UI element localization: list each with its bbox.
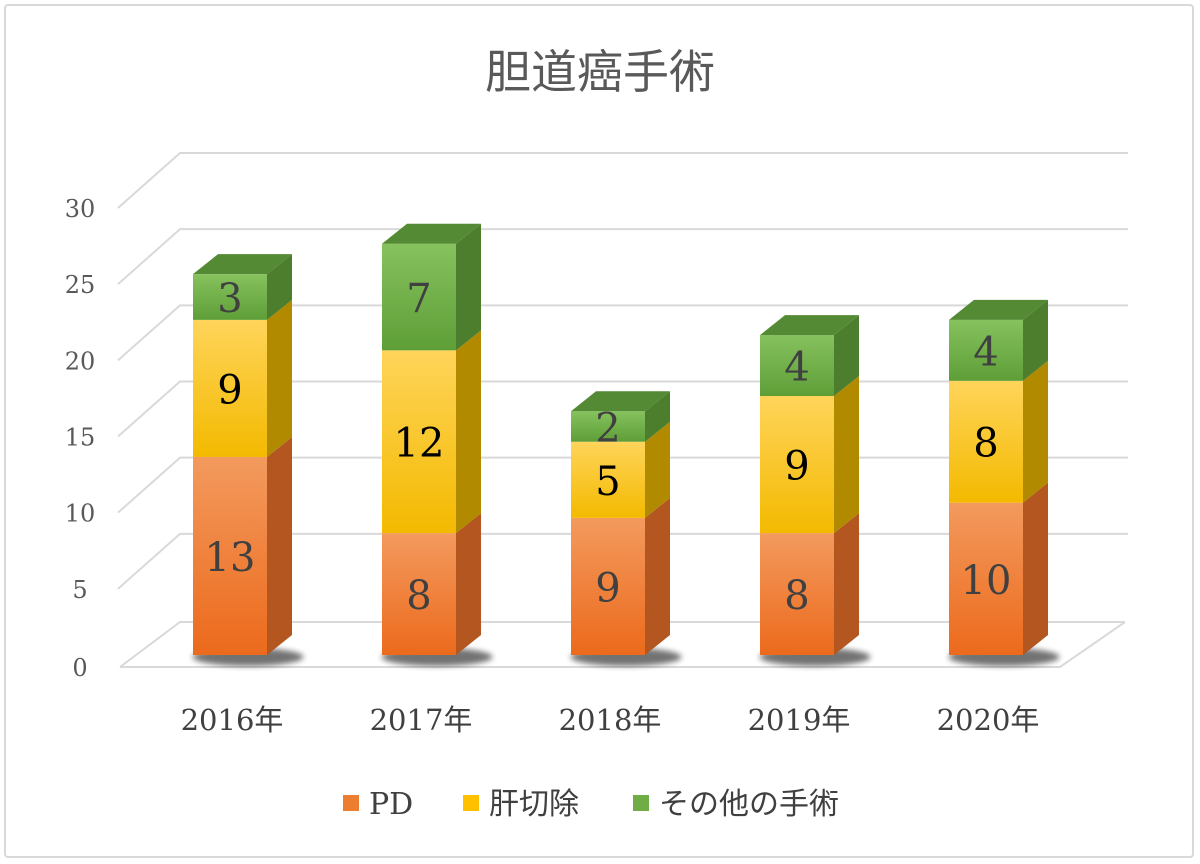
gridline xyxy=(117,228,1128,285)
bar-segment-side xyxy=(456,223,481,351)
y-tick-label: 30 xyxy=(65,195,96,223)
bar-segment xyxy=(571,517,645,655)
x-axis: 2016年 2017年 2018年 2019年 2020年 xyxy=(181,703,1040,737)
y-tick-label: 0 xyxy=(72,654,87,682)
data-label: 9 xyxy=(784,444,809,490)
gridline xyxy=(117,152,1128,209)
bar-top xyxy=(949,299,1048,320)
bar-segment xyxy=(760,396,834,534)
x-tick-label: 2019年 xyxy=(748,703,851,737)
bars: 13 9 3 8 12 7 9 5 2 8 9 4 10 8 4 xyxy=(192,223,1060,666)
bar-top xyxy=(571,391,670,412)
bar-segment-side xyxy=(1023,482,1048,655)
data-label: 10 xyxy=(961,558,1012,604)
bar-segment-side xyxy=(1023,299,1048,381)
bar-segment xyxy=(193,456,267,655)
x-tick-label: 2020年 xyxy=(937,703,1040,737)
data-label: 12 xyxy=(394,421,445,467)
y-tick-label: 10 xyxy=(65,500,96,528)
bar-segment xyxy=(193,319,267,457)
gridlines xyxy=(117,152,1128,668)
bar-segment-side xyxy=(1023,360,1048,503)
bar-segment-side xyxy=(456,330,481,534)
data-label: 4 xyxy=(784,345,809,391)
legend-swatch xyxy=(463,795,479,811)
y-tick-label: 5 xyxy=(72,576,87,604)
bar-stack: 9 5 2 xyxy=(570,391,682,666)
bar-segment xyxy=(382,533,456,655)
legend-item: 肝切除 xyxy=(463,787,579,822)
y-tick-label: 25 xyxy=(65,271,96,299)
data-label: 2 xyxy=(595,406,620,452)
y-tick-label: 15 xyxy=(65,424,96,452)
data-label: 8 xyxy=(406,573,431,619)
data-label: 7 xyxy=(406,276,431,322)
bar-segment-side xyxy=(267,254,292,320)
bar-stack: 10 8 4 xyxy=(948,299,1060,666)
data-label: 3 xyxy=(217,276,242,322)
bar-segment xyxy=(949,380,1023,503)
data-label: 4 xyxy=(973,329,998,375)
bar-top xyxy=(193,254,292,275)
data-label: 13 xyxy=(205,535,256,581)
bar-segment-side xyxy=(834,513,859,655)
data-label: 8 xyxy=(973,421,998,467)
legend: PD 肝切除 その他の手術 xyxy=(343,787,839,822)
legend-swatch xyxy=(343,795,359,811)
data-label: 9 xyxy=(217,367,242,413)
bar-segment xyxy=(949,502,1023,655)
chart-title: 胆道癌手術 xyxy=(485,45,715,99)
bar-segment-side xyxy=(834,315,859,397)
legend-label: その他の手術 xyxy=(659,787,839,822)
bar-segment-side xyxy=(834,376,859,534)
data-label: 9 xyxy=(595,565,620,611)
gridline xyxy=(117,304,1128,362)
bar-segment xyxy=(949,319,1023,381)
bar-segment-side xyxy=(267,299,292,457)
bar-segment-side xyxy=(645,497,670,655)
bar-stack: 8 9 4 xyxy=(759,315,871,666)
legend-item: その他の手術 xyxy=(633,787,839,822)
x-tick-label: 2018年 xyxy=(559,703,662,737)
data-label: 5 xyxy=(595,459,620,505)
legend-item: PD xyxy=(343,787,413,822)
bar-segment xyxy=(760,533,834,655)
bar-segment-side xyxy=(456,513,481,655)
bar-segment xyxy=(382,243,456,351)
y-tick-label: 20 xyxy=(65,347,96,375)
bar-segment xyxy=(571,441,645,518)
bar-segment xyxy=(193,274,267,320)
bar-segment-side xyxy=(645,421,670,518)
y-axis: 0 5 10 15 20 25 30 xyxy=(65,195,96,682)
bar-segment-side xyxy=(267,436,292,655)
data-label: 8 xyxy=(784,573,809,619)
legend-label: PD xyxy=(369,787,413,822)
legend-label: 肝切除 xyxy=(489,787,579,822)
bar-top xyxy=(382,223,481,244)
legend-swatch xyxy=(633,795,649,811)
bar-segment xyxy=(571,411,645,442)
bar-stack: 8 12 7 xyxy=(381,223,493,666)
bar-segment xyxy=(382,350,456,534)
x-tick-label: 2017年 xyxy=(370,703,473,737)
bar-segment-side xyxy=(645,391,670,442)
bar-segment xyxy=(760,335,834,397)
bar-top xyxy=(760,315,859,336)
x-tick-label: 2016年 xyxy=(181,703,284,737)
bar-stack: 13 9 3 xyxy=(192,254,304,666)
